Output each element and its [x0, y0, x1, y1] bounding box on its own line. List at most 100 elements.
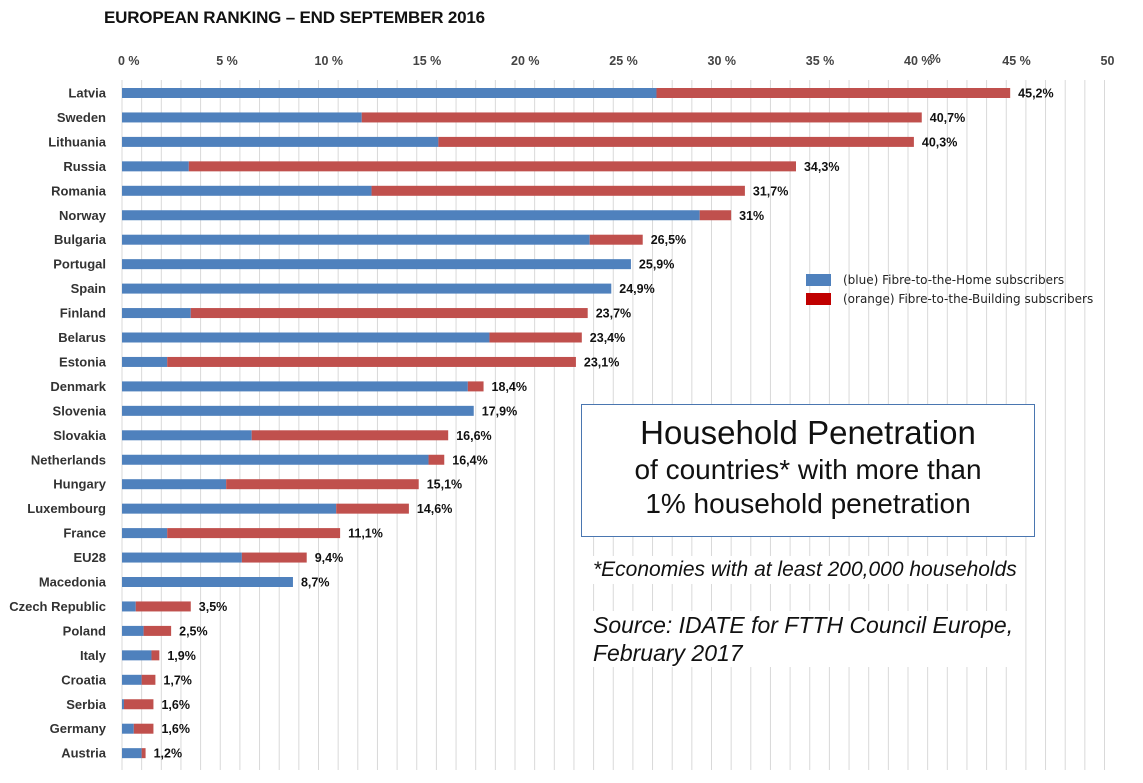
- data-label: 23,7%: [596, 307, 631, 321]
- category-label: Latvia: [68, 86, 106, 101]
- x-tick-label: 10 %: [315, 54, 344, 68]
- bar-ftth: [122, 601, 136, 612]
- bar-fttb: [438, 136, 914, 147]
- bar-ftth: [122, 356, 168, 367]
- bar-ftth: [122, 332, 490, 343]
- data-label: 14,6%: [417, 502, 452, 516]
- data-label: 1,6%: [161, 698, 190, 712]
- data-label: 3,5%: [199, 600, 228, 614]
- category-label: Russia: [63, 159, 106, 174]
- bar-ftth: [122, 112, 362, 123]
- bar-fttb: [428, 454, 445, 465]
- legend-swatch-ftth: [806, 273, 831, 286]
- bar-fttb: [188, 161, 796, 172]
- bar-fttb: [226, 479, 419, 490]
- bars: [122, 88, 1011, 759]
- bar-ftth: [122, 552, 242, 563]
- category-labels: Latvia Sweden Lithuania Russia Romania Norway…: [9, 86, 107, 761]
- category-label: Romania: [51, 183, 107, 198]
- source-line-1: Source: IDATE for FTTH Council Europe,: [593, 612, 1014, 638]
- legend-label-ftth: (blue) Fibre-to-the-Home subscribers: [843, 272, 1065, 287]
- category-label: Netherlands: [31, 452, 106, 467]
- bar-ftth: [122, 699, 124, 710]
- bar-ftth: [122, 161, 189, 172]
- bar-fttb: [589, 234, 643, 245]
- bar-ftth: [122, 748, 142, 759]
- bar-fttb: [143, 625, 172, 636]
- data-label: 23,1%: [584, 355, 619, 369]
- category-label: Norway: [59, 208, 107, 223]
- category-label: France: [63, 526, 106, 541]
- data-label: 40,7%: [930, 111, 965, 125]
- data-label: 18,4%: [492, 380, 527, 394]
- bar-fttb: [141, 674, 156, 685]
- bar-fttb: [336, 503, 409, 514]
- data-label: 31,7%: [753, 184, 788, 198]
- x-axis-ticks: 0 % 5 % 10 % 15 % 20 % 25 % 30 % 35 % 40 % 45 % 50…: [118, 52, 1114, 68]
- page-title: EUROPEAN RANKING – END SEPTEMBER 2016: [104, 8, 485, 27]
- bar-ftth: [122, 503, 337, 514]
- bar-ftth: [122, 185, 372, 196]
- category-label: Spain: [71, 281, 106, 296]
- data-label: 23,4%: [590, 331, 625, 345]
- category-label: Belarus: [58, 330, 106, 345]
- data-label: 9,4%: [315, 551, 344, 565]
- bar-fttb: [371, 185, 745, 196]
- footnote: *Economies with at least 200,000 househo…: [593, 556, 1021, 584]
- data-label: 31%: [739, 209, 764, 223]
- category-label: Austria: [61, 746, 107, 761]
- bar-ftth: [122, 479, 227, 490]
- bar-ftth: [122, 136, 439, 147]
- data-label: 25,9%: [639, 258, 674, 272]
- x-tick-label: 50: [1101, 54, 1115, 68]
- category-label: Croatia: [61, 672, 107, 687]
- x-tick-label: 5 %: [216, 54, 238, 68]
- category-label: Macedonia: [39, 575, 107, 590]
- bar-fttb: [251, 430, 449, 441]
- data-label: 17,9%: [482, 404, 517, 418]
- bar-ftth: [122, 308, 191, 319]
- x-tick-label: 0 %: [118, 54, 140, 68]
- legend-swatch-fttb: [806, 292, 831, 305]
- x-tick-label: 35 %: [806, 54, 835, 68]
- bar-fttb: [123, 699, 154, 710]
- bar-ftth: [122, 283, 612, 294]
- bar-ftth: [122, 430, 252, 441]
- category-label: EU28: [73, 550, 106, 565]
- category-label: Portugal: [53, 257, 106, 272]
- bar-fttb: [167, 356, 576, 367]
- bar-fttb: [241, 552, 307, 563]
- category-label: Denmark: [50, 379, 106, 394]
- bar-fttb: [190, 308, 588, 319]
- data-label: 2,5%: [179, 624, 208, 638]
- category-label: Germany: [50, 721, 107, 736]
- bar-ftth: [122, 528, 168, 539]
- source-note: Source: IDATE for FTTH Council Europe, F…: [593, 611, 1018, 667]
- bar-ftth: [122, 674, 142, 685]
- category-label: Serbia: [66, 697, 107, 712]
- legend: (blue) Fibre-to-the-Home subscribers (or…: [806, 270, 1093, 308]
- category-label: Lithuania: [48, 134, 107, 149]
- annotation-line-1: of countries* with more than: [634, 454, 982, 485]
- annotation-title: Household Penetration: [640, 414, 976, 451]
- x-tick-label: 45 %: [1002, 54, 1031, 68]
- category-label: Italy: [80, 648, 107, 663]
- bar-fttb: [467, 381, 484, 392]
- data-label: 1,2%: [154, 747, 183, 761]
- legend-item-fttb: (orange) Fibre-to-the-Building subscribe…: [806, 289, 1093, 308]
- bar-ftth: [122, 381, 468, 392]
- legend-item-ftth: (blue) Fibre-to-the-Home subscribers: [806, 270, 1093, 289]
- bar-fttb: [361, 112, 922, 123]
- category-label: Sweden: [57, 110, 106, 125]
- bar-fttb: [141, 748, 146, 759]
- bar-fttb: [135, 601, 191, 612]
- legend-label-fttb: (orange) Fibre-to-the-Building subscribe…: [843, 291, 1094, 306]
- x-tick-label: 40 %: [904, 54, 933, 68]
- data-label: 8,7%: [301, 576, 330, 590]
- data-label: 1,9%: [167, 649, 196, 663]
- bar-fttb: [699, 210, 732, 221]
- data-label: 24,9%: [619, 282, 654, 296]
- x-axis-unit-label: %: [930, 52, 941, 66]
- bar-fttb: [133, 723, 154, 734]
